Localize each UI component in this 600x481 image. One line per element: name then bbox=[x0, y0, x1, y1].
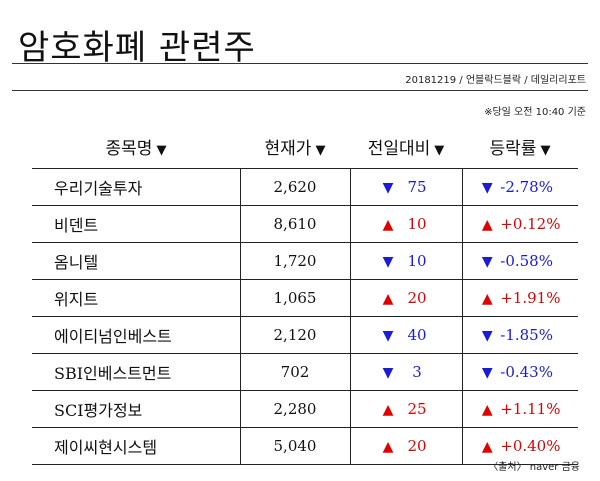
page-title: 암호화폐 관련주 bbox=[18, 28, 256, 68]
triangle-down-icon: ▼ bbox=[382, 254, 394, 270]
triangle-down-icon: ▼ bbox=[481, 254, 493, 270]
source-note: 〈출처〉 naver 금융 bbox=[488, 462, 580, 473]
stock-price: 8,610 bbox=[239, 205, 350, 243]
table-row[interactable]: 우리기술투자 2,620 ▼ 75 ▼ -2.78% bbox=[32, 168, 578, 206]
rate-value: -1.85% bbox=[500, 326, 553, 344]
stock-name: SBI인베스트먼트 bbox=[32, 353, 240, 391]
change-value: 10 bbox=[407, 252, 427, 270]
rate-value: -2.78% bbox=[500, 178, 553, 196]
stock-price: 1,720 bbox=[239, 242, 350, 280]
rate-value: +0.40% bbox=[500, 437, 561, 455]
change-value: 25 bbox=[407, 400, 427, 418]
stock-change: ▼ 10 bbox=[349, 242, 462, 280]
rate-value: -0.58% bbox=[500, 252, 553, 270]
column-header-name[interactable]: 종목명 ▼ bbox=[32, 124, 240, 169]
rate-value: +1.11% bbox=[500, 400, 561, 418]
title-divider bbox=[12, 63, 588, 64]
stock-price: 5,040 bbox=[239, 427, 350, 465]
stock-table: 종목명 ▼ 현재가 ▼ 전일대비 ▼ 등락률 ▼ 우리기술투자 2,620 ▼ 75 ▼ -2.7… bbox=[32, 124, 578, 465]
stock-rate: ▼ -0.43% bbox=[461, 353, 578, 391]
sort-down-icon[interactable]: ▼ bbox=[315, 142, 326, 158]
triangle-down-icon: ▼ bbox=[382, 180, 394, 196]
change-value: 3 bbox=[412, 363, 422, 381]
triangle-down-icon: ▼ bbox=[382, 365, 394, 381]
column-header-label: 종목명 bbox=[105, 138, 153, 159]
table-header-row: 종목명 ▼ 현재가 ▼ 전일대비 ▼ 등락률 ▼ bbox=[32, 124, 578, 169]
triangle-up-icon: ▲ bbox=[481, 402, 493, 418]
stock-change: ▼ 3 bbox=[349, 353, 462, 391]
stock-name: 에이티넘인베스트 bbox=[32, 316, 240, 354]
table-row[interactable]: SBI인베스트먼트 702 ▼ 3 ▼ -0.43% bbox=[32, 353, 578, 391]
stock-name: 비덴트 bbox=[32, 205, 240, 243]
triangle-down-icon: ▼ bbox=[382, 328, 394, 344]
stock-name: 우리기술투자 bbox=[32, 168, 240, 206]
sort-down-icon[interactable]: ▼ bbox=[540, 142, 551, 158]
triangle-down-icon: ▼ bbox=[481, 180, 493, 196]
rate-value: +0.12% bbox=[500, 215, 561, 233]
change-value: 20 bbox=[407, 289, 427, 307]
column-header-label: 등락률 bbox=[489, 138, 537, 159]
stock-name: SCI평가정보 bbox=[32, 390, 240, 428]
triangle-up-icon: ▲ bbox=[382, 439, 394, 455]
as-of-note: ※당일 오전 10:40 기준 bbox=[484, 107, 586, 118]
column-header-change[interactable]: 전일대비 ▼ bbox=[350, 124, 462, 169]
sort-down-icon[interactable]: ▼ bbox=[434, 142, 445, 158]
table-row[interactable]: 옴니텔 1,720 ▼ 10 ▼ -0.58% bbox=[32, 242, 578, 280]
table-row[interactable]: 비덴트 8,610 ▲ 10 ▲ +0.12% bbox=[32, 205, 578, 243]
table-row[interactable]: 위지트 1,065 ▲ 20 ▲ +1.91% bbox=[32, 279, 578, 317]
stock-rate: ▲ +0.40% bbox=[461, 427, 578, 465]
triangle-up-icon: ▲ bbox=[382, 402, 394, 418]
stock-name: 제이씨현시스템 bbox=[32, 427, 240, 465]
byline-divider bbox=[12, 90, 588, 91]
stock-change: ▼ 40 bbox=[349, 316, 462, 354]
column-header-label: 현재가 bbox=[264, 138, 312, 159]
stock-price: 1,065 bbox=[239, 279, 350, 317]
triangle-down-icon: ▼ bbox=[481, 328, 493, 344]
stock-change: ▲ 25 bbox=[349, 390, 462, 428]
column-header-label: 전일대비 bbox=[367, 138, 431, 159]
stock-rate: ▼ -1.85% bbox=[461, 316, 578, 354]
triangle-up-icon: ▲ bbox=[382, 291, 394, 307]
triangle-up-icon: ▲ bbox=[481, 439, 493, 455]
stock-name: 옴니텔 bbox=[32, 242, 240, 280]
stock-price: 2,120 bbox=[239, 316, 350, 354]
stock-price: 2,620 bbox=[239, 168, 350, 206]
column-header-price[interactable]: 현재가 ▼ bbox=[240, 124, 350, 169]
sort-down-icon[interactable]: ▼ bbox=[156, 142, 167, 158]
stock-change: ▲ 20 bbox=[349, 427, 462, 465]
table-row[interactable]: SCI평가정보 2,280 ▲ 25 ▲ +1.11% bbox=[32, 390, 578, 428]
report-byline: 20181219 / 언블락드블락 / 데일리리포트 bbox=[405, 75, 586, 86]
stock-rate: ▲ +1.91% bbox=[461, 279, 578, 317]
stock-rate: ▼ -0.58% bbox=[461, 242, 578, 280]
change-value: 40 bbox=[407, 326, 427, 344]
stock-rate: ▲ +1.11% bbox=[461, 390, 578, 428]
stock-change: ▲ 10 bbox=[349, 205, 462, 243]
rate-value: -0.43% bbox=[500, 363, 553, 381]
column-header-rate[interactable]: 등락률 ▼ bbox=[462, 124, 578, 169]
stock-change: ▼ 75 bbox=[349, 168, 462, 206]
stock-name: 위지트 bbox=[32, 279, 240, 317]
table-row[interactable]: 에이티넘인베스트 2,120 ▼ 40 ▼ -1.85% bbox=[32, 316, 578, 354]
stock-price: 702 bbox=[239, 353, 350, 391]
table-row[interactable]: 제이씨현시스템 5,040 ▲ 20 ▲ +0.40% bbox=[32, 427, 578, 465]
stock-rate: ▲ +0.12% bbox=[461, 205, 578, 243]
change-value: 75 bbox=[407, 178, 427, 196]
triangle-up-icon: ▲ bbox=[382, 217, 394, 233]
change-value: 10 bbox=[407, 215, 427, 233]
change-value: 20 bbox=[407, 437, 427, 455]
triangle-up-icon: ▲ bbox=[481, 217, 493, 233]
stock-rate: ▼ -2.78% bbox=[461, 168, 578, 206]
stock-price: 2,280 bbox=[239, 390, 350, 428]
triangle-up-icon: ▲ bbox=[481, 291, 493, 307]
rate-value: +1.91% bbox=[500, 289, 561, 307]
stock-change: ▲ 20 bbox=[349, 279, 462, 317]
triangle-down-icon: ▼ bbox=[481, 365, 493, 381]
